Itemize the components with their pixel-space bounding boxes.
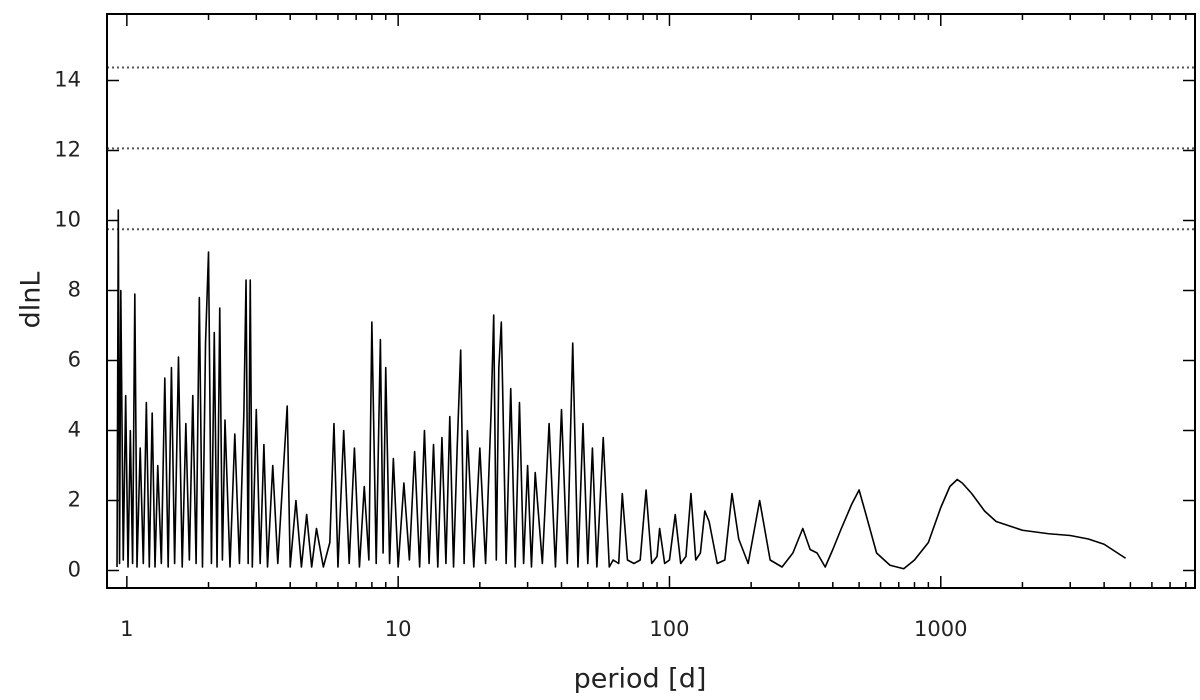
x-tick-label: 1 bbox=[120, 617, 133, 641]
x-tick-label: 100 bbox=[649, 617, 689, 641]
y-tick-label: 10 bbox=[54, 208, 81, 232]
y-tick-label: 12 bbox=[54, 138, 81, 162]
y-tick-label: 4 bbox=[68, 418, 81, 442]
y-tick-label: 6 bbox=[68, 348, 81, 372]
x-axis-title: period [d] bbox=[574, 664, 707, 695]
y-tick-label: 14 bbox=[54, 68, 81, 92]
x-tick-label: 10 bbox=[385, 617, 412, 641]
plot-frame bbox=[106, 13, 1196, 589]
x-tick-label: 1000 bbox=[914, 617, 967, 641]
y-axis-title: dlnL bbox=[16, 272, 47, 329]
y-tick-label: 0 bbox=[68, 558, 81, 582]
data-line bbox=[116, 209, 1127, 570]
y-tick-label: 2 bbox=[68, 488, 81, 512]
y-tick-label: 8 bbox=[68, 278, 81, 302]
